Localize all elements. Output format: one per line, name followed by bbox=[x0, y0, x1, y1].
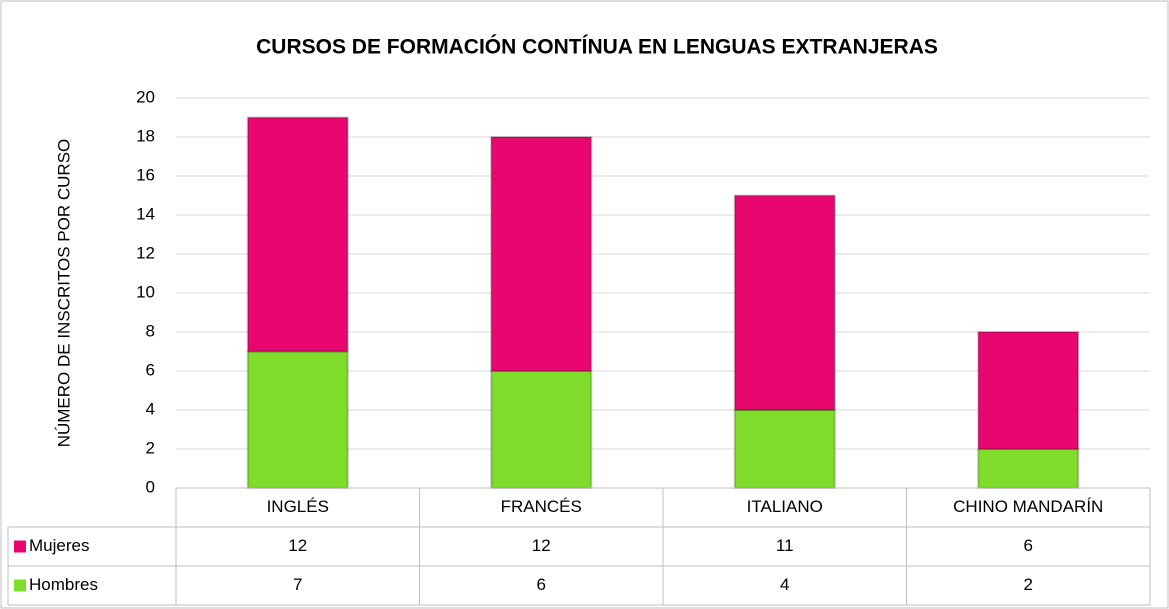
table-value: 12 bbox=[288, 536, 307, 555]
bar-segment bbox=[246, 350, 349, 489]
y-tick-label: 8 bbox=[146, 321, 155, 340]
bar-segment bbox=[733, 409, 836, 489]
y-tick-label: 10 bbox=[136, 282, 155, 301]
legend-key bbox=[14, 540, 26, 553]
bar-segment bbox=[246, 116, 349, 353]
y-tick-label: 2 bbox=[146, 438, 155, 457]
table-value: 6 bbox=[1024, 536, 1033, 555]
table-value: 4 bbox=[780, 575, 789, 594]
y-tick-label: 14 bbox=[136, 204, 155, 223]
bar-segment bbox=[977, 331, 1080, 450]
table-value: 12 bbox=[532, 536, 551, 555]
x-tick-label: INGLÉS bbox=[267, 497, 329, 516]
bar-segment bbox=[490, 370, 593, 489]
legend-key bbox=[14, 579, 26, 592]
y-tick-label: 6 bbox=[146, 360, 155, 379]
y-tick-label: 20 bbox=[136, 87, 155, 106]
chart-title: CURSOS DE FORMACIÓN CONTÍNUA EN LENGUAS … bbox=[256, 35, 938, 59]
y-tick-label: 16 bbox=[136, 165, 155, 184]
table-value: 11 bbox=[776, 536, 794, 555]
legend-label: Mujeres bbox=[29, 536, 89, 555]
bar-segment bbox=[490, 136, 593, 372]
y-tick-label: 12 bbox=[136, 243, 155, 262]
y-tick-label: 0 bbox=[146, 477, 155, 496]
legend-label: Hombres bbox=[29, 575, 98, 594]
x-tick-label: FRANCÉS bbox=[501, 497, 582, 516]
y-axis-label: NÚMERO DE INSCRITOS POR CURSO bbox=[54, 139, 73, 448]
table-value: 7 bbox=[293, 575, 302, 594]
x-tick-label: CHINO MANDARÍN bbox=[953, 497, 1103, 516]
table-value: 2 bbox=[1024, 575, 1033, 594]
bar-segment bbox=[733, 194, 836, 411]
x-tick-label: ITALIANO bbox=[747, 497, 823, 516]
y-tick-label: 4 bbox=[146, 399, 155, 418]
table-value: 6 bbox=[537, 575, 546, 594]
y-tick-label: 18 bbox=[136, 126, 155, 145]
bar-segment bbox=[977, 448, 1080, 489]
